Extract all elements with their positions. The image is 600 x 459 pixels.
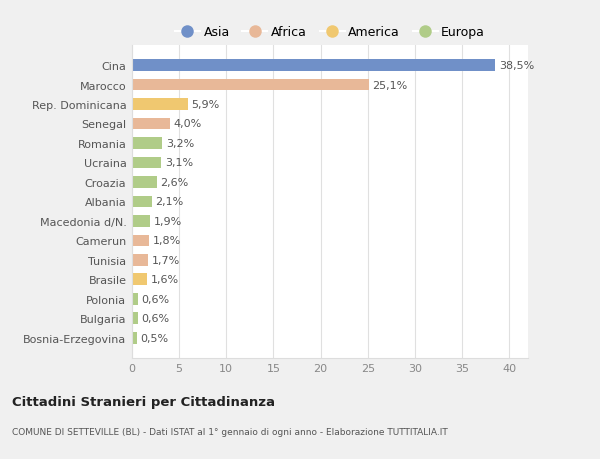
Text: 2,1%: 2,1% — [155, 197, 184, 207]
Bar — [132, 235, 149, 246]
Text: 25,1%: 25,1% — [373, 80, 407, 90]
Bar — [132, 138, 162, 150]
Bar — [132, 293, 137, 305]
Bar — [132, 99, 188, 111]
Bar — [132, 313, 137, 325]
Bar — [132, 254, 148, 266]
Bar — [132, 60, 495, 72]
Text: 3,2%: 3,2% — [166, 139, 194, 149]
Text: 0,6%: 0,6% — [142, 294, 170, 304]
Text: 4,0%: 4,0% — [173, 119, 202, 129]
Text: 0,5%: 0,5% — [140, 333, 169, 343]
Text: 1,8%: 1,8% — [153, 236, 181, 246]
Bar — [132, 216, 150, 227]
Text: 1,7%: 1,7% — [152, 255, 180, 265]
Text: Cittadini Stranieri per Cittadinanza: Cittadini Stranieri per Cittadinanza — [12, 395, 275, 408]
Bar — [132, 118, 170, 130]
Text: 1,9%: 1,9% — [154, 216, 182, 226]
Text: 3,1%: 3,1% — [165, 158, 193, 168]
Bar — [132, 274, 147, 285]
Bar — [132, 332, 137, 344]
Text: 38,5%: 38,5% — [499, 61, 534, 71]
Text: 1,6%: 1,6% — [151, 274, 179, 285]
Text: 0,6%: 0,6% — [142, 313, 170, 324]
Text: COMUNE DI SETTEVILLE (BL) - Dati ISTAT al 1° gennaio di ogni anno - Elaborazione: COMUNE DI SETTEVILLE (BL) - Dati ISTAT a… — [12, 427, 448, 436]
Bar — [132, 196, 152, 208]
Bar — [132, 79, 368, 91]
Bar — [132, 157, 161, 169]
Legend: Asia, Africa, America, Europa: Asia, Africa, America, Europa — [170, 21, 490, 44]
Bar — [132, 177, 157, 188]
Text: 5,9%: 5,9% — [191, 100, 220, 110]
Text: 2,6%: 2,6% — [160, 178, 188, 188]
